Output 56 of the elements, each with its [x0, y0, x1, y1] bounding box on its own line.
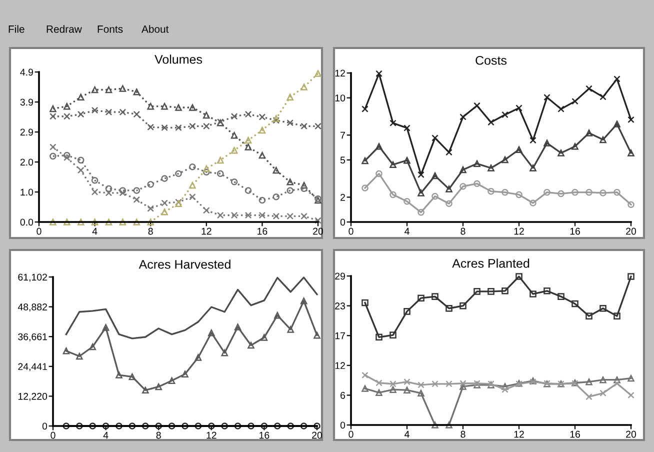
- x-tick-label: 0: [50, 432, 56, 439]
- chart-title: Volumes: [154, 54, 202, 64]
- x-tick-label: 16: [570, 430, 580, 438]
- y-tick-label: 0.0: [20, 218, 34, 226]
- x-tick-label: 4: [404, 430, 410, 438]
- x-tick-label: 20: [626, 430, 636, 438]
- x-tick-label: 16: [570, 228, 580, 235]
- x-tick-label: 16: [260, 432, 270, 439]
- x-tick-label: 12: [202, 228, 212, 235]
- x-tick-label: 20: [626, 228, 636, 235]
- y-tick-label: 61,102: [18, 274, 47, 282]
- y-tick-label: 2.9: [20, 128, 33, 136]
- chart-title: Acres Planted: [452, 258, 530, 268]
- x-tick-label: 0: [348, 228, 354, 235]
- x-tick-label: 4: [103, 432, 108, 439]
- y-tick-label: 2: [340, 194, 345, 201]
- x-tick-label: 12: [514, 430, 524, 438]
- text: About: [142, 25, 169, 33]
- x-tick-label: 4: [404, 228, 410, 235]
- text: Fonts: [98, 26, 123, 33]
- y-tick-label: 23: [335, 302, 346, 310]
- x-tick-label: 20: [313, 228, 324, 235]
- y-tick-label: 5: [340, 156, 346, 164]
- text: File: [8, 25, 24, 33]
- x-tick-label: 8: [156, 432, 161, 439]
- chart-title: Costs: [476, 56, 507, 65]
- y-tick-label: 10: [335, 94, 346, 102]
- x-tick-label: 0: [348, 430, 354, 438]
- y-tick-label: 12: [335, 362, 345, 369]
- y-tick-label: 0: [340, 422, 346, 429]
- y-tick-label: 48,882: [18, 304, 47, 312]
- y-tick-label: 0: [340, 218, 346, 226]
- x-tick-label: 12: [514, 228, 524, 235]
- x-tick-label: 16: [258, 228, 268, 235]
- y-tick-label: 12: [335, 70, 345, 77]
- x-tick-label: 4: [92, 228, 98, 235]
- y-tick-label: 6: [340, 392, 346, 399]
- y-tick-label: 24,441: [18, 363, 47, 372]
- text: Redraw: [46, 25, 82, 33]
- y-tick-label: 12,220: [18, 392, 48, 401]
- chart-title: Acres Harvested: [138, 260, 230, 269]
- y-tick-label: 7: [340, 132, 345, 139]
- y-tick-label: 29: [335, 272, 345, 280]
- x-tick-label: 0: [36, 228, 42, 235]
- x-tick-label: 8: [460, 228, 466, 235]
- x-tick-label: 8: [460, 430, 466, 438]
- y-tick-label: 4.9: [20, 68, 33, 76]
- x-tick-label: 12: [206, 432, 216, 439]
- y-tick-label: 1.0: [20, 188, 34, 196]
- x-tick-label: 20: [312, 432, 322, 439]
- y-tick-label: 3.9: [20, 98, 33, 106]
- y-tick-label: 0: [42, 422, 48, 430]
- y-tick-label: 17: [335, 332, 345, 340]
- x-tick-label: 8: [148, 228, 153, 235]
- y-tick-label: 36,661: [18, 333, 47, 342]
- y-tick-label: 2.0: [20, 158, 34, 166]
